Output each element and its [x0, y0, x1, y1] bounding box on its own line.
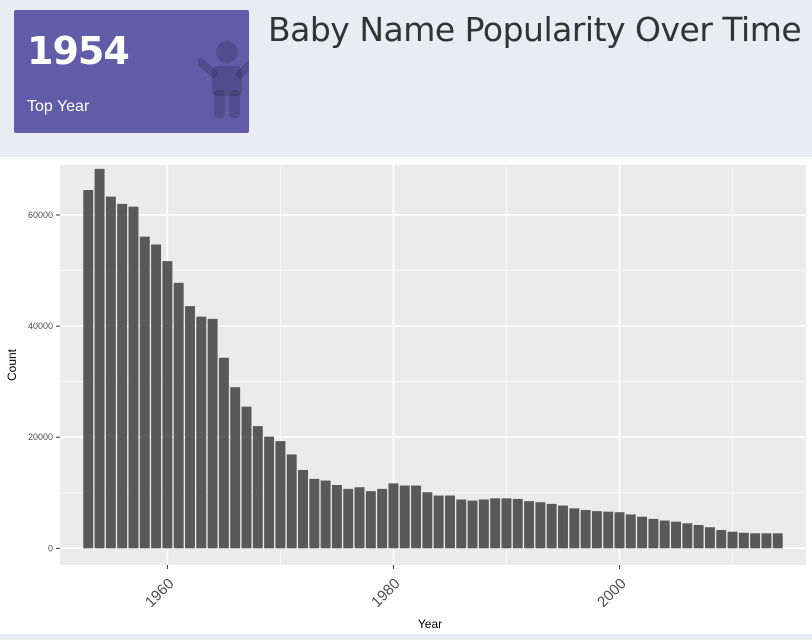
bar: [682, 523, 693, 549]
bar-chart: 0 20000 40000 60000 1960 1980 2000 Count Year: [5, 165, 806, 631]
bars: [83, 168, 783, 549]
bar: [648, 518, 659, 549]
bar: [264, 436, 275, 549]
bar: [185, 306, 195, 549]
top-year-value-box: 1954 Top Year: [14, 10, 249, 133]
bar: [693, 525, 704, 549]
bar: [230, 387, 241, 549]
bar: [298, 470, 308, 549]
bar: [444, 495, 455, 549]
bar: [411, 485, 422, 549]
bar: [320, 480, 331, 549]
bar: [625, 514, 636, 549]
bar: [388, 483, 399, 549]
bar: [478, 499, 489, 549]
bar: [331, 485, 342, 549]
bar: [716, 530, 727, 549]
x-tick-label: 1960: [142, 575, 178, 611]
bar: [772, 533, 783, 549]
bar: [524, 501, 535, 549]
x-tick-label: 1980: [368, 575, 404, 611]
bar: [173, 282, 184, 549]
y-tick-label: 60000: [28, 210, 53, 220]
bar: [761, 533, 772, 549]
bar: [727, 531, 738, 549]
bar: [704, 527, 715, 549]
top-year-label: Top Year: [27, 98, 90, 115]
bar: [750, 533, 761, 549]
bar: [117, 203, 128, 549]
bar: [422, 492, 433, 549]
bar: [399, 485, 410, 549]
top-year-value: 1954: [27, 29, 130, 73]
bar: [467, 500, 478, 549]
bar: [377, 488, 388, 549]
bar: [162, 261, 173, 549]
bar: [535, 502, 546, 549]
bar: [546, 503, 557, 549]
bar: [637, 516, 648, 549]
bar: [603, 511, 614, 549]
bar: [252, 426, 263, 549]
bar: [659, 520, 670, 549]
bar: [433, 495, 444, 549]
bar: [490, 498, 501, 549]
bar: [309, 478, 320, 549]
bar: [738, 532, 749, 549]
bar: [343, 488, 354, 549]
bar: [151, 244, 162, 549]
bar: [128, 206, 139, 549]
child-icon: [198, 41, 249, 118]
y-tick-label: 0: [48, 543, 53, 553]
bar: [671, 521, 681, 549]
bar: [218, 357, 229, 549]
x-axis-label: Year: [418, 617, 442, 631]
bar: [94, 168, 105, 549]
footer-strip: [0, 634, 812, 640]
bar: [580, 510, 591, 549]
y-axis-label: Count: [5, 348, 19, 381]
bar: [196, 316, 207, 549]
bar: [365, 491, 376, 549]
bar: [614, 512, 625, 549]
chart-panel: 0 20000 40000 60000 1960 1980 2000 Count Year: [0, 157, 812, 634]
bar: [207, 318, 218, 549]
bar: [456, 499, 467, 549]
bar: [275, 441, 286, 549]
bar: [569, 508, 580, 549]
bar: [501, 498, 512, 549]
bar: [241, 406, 252, 549]
bar: [354, 487, 365, 549]
bar: [591, 511, 602, 549]
bar: [139, 236, 150, 549]
y-tick-label: 40000: [28, 321, 53, 331]
x-tick-label: 2000: [594, 575, 630, 611]
y-tick-label: 20000: [28, 432, 53, 442]
plot-panel: [60, 165, 806, 565]
dashboard-header: 1954 Top Year Baby Name Popularity Over …: [0, 0, 812, 157]
bar: [512, 498, 523, 549]
bar: [286, 454, 297, 549]
bar: [558, 505, 568, 549]
bar: [105, 196, 116, 549]
page-title: Baby Name Popularity Over Time: [268, 10, 802, 49]
bar: [83, 190, 94, 549]
